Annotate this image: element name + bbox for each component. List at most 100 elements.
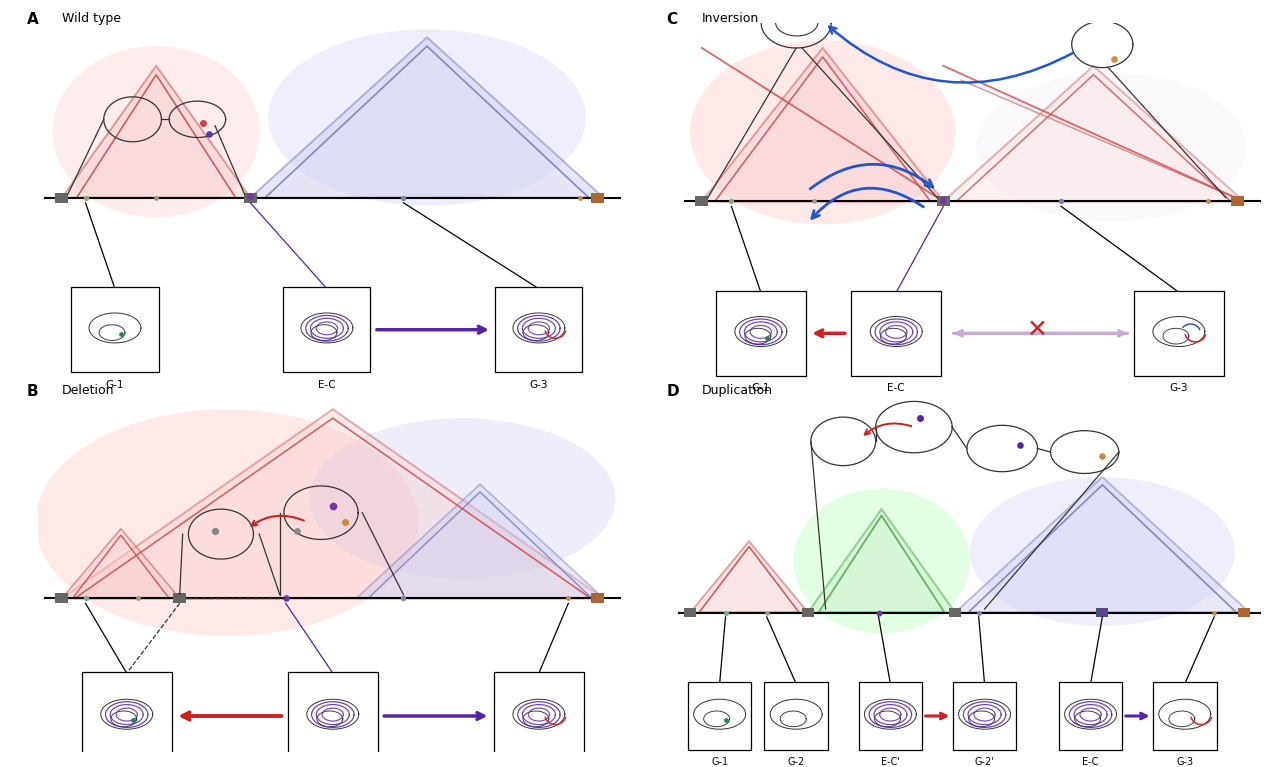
Ellipse shape (690, 41, 955, 224)
Point (792, 13, 813, 25)
Text: E-C: E-C (319, 380, 335, 390)
Polygon shape (251, 38, 604, 198)
Point (1092, 605, 1112, 617)
Point (287, 525, 307, 537)
Point (1010, 439, 1030, 451)
Bar (1231, 196, 1244, 206)
Point (193, 117, 214, 129)
Bar (950, 608, 961, 617)
Point (910, 412, 931, 424)
FancyBboxPatch shape (288, 672, 378, 760)
Polygon shape (808, 509, 955, 613)
FancyBboxPatch shape (716, 291, 806, 376)
Point (275, 592, 296, 604)
FancyBboxPatch shape (1134, 291, 1224, 376)
FancyBboxPatch shape (952, 683, 1016, 749)
Point (721, 195, 741, 207)
Point (1051, 195, 1071, 207)
FancyBboxPatch shape (859, 683, 922, 749)
Point (558, 592, 579, 604)
Bar (695, 196, 708, 206)
Polygon shape (690, 542, 808, 613)
Bar (173, 594, 186, 604)
FancyBboxPatch shape (72, 288, 159, 372)
Point (969, 607, 989, 619)
Bar (1097, 608, 1108, 617)
Text: Wild type: Wild type (61, 12, 120, 25)
Point (1204, 607, 1225, 619)
Text: E-C: E-C (887, 384, 905, 393)
Bar (1238, 608, 1249, 617)
Text: D: D (667, 384, 680, 400)
Polygon shape (955, 477, 1249, 613)
Text: G-1: G-1 (106, 380, 124, 390)
Point (393, 592, 413, 604)
Point (804, 195, 824, 207)
Text: A: A (27, 12, 38, 28)
Text: E-C: E-C (1083, 757, 1098, 767)
Ellipse shape (794, 489, 970, 634)
Polygon shape (701, 48, 943, 201)
Point (205, 525, 225, 537)
Text: Inversion: Inversion (701, 12, 759, 25)
Point (756, 331, 777, 344)
FancyBboxPatch shape (687, 683, 751, 749)
FancyBboxPatch shape (1153, 683, 1216, 749)
FancyBboxPatch shape (82, 672, 172, 760)
Text: G-1: G-1 (751, 384, 771, 393)
Ellipse shape (36, 410, 419, 636)
Polygon shape (943, 66, 1244, 201)
Polygon shape (61, 528, 179, 598)
FancyBboxPatch shape (283, 288, 370, 372)
Point (241, 190, 261, 202)
Point (393, 192, 413, 204)
Point (110, 328, 131, 340)
Point (123, 714, 143, 726)
Polygon shape (356, 484, 604, 598)
FancyBboxPatch shape (764, 683, 828, 749)
Bar (55, 193, 68, 202)
Ellipse shape (310, 418, 616, 578)
Bar (685, 608, 696, 617)
Point (1103, 53, 1124, 65)
Point (570, 192, 590, 204)
Point (323, 499, 343, 512)
Polygon shape (61, 66, 251, 198)
Text: E-C': E-C' (881, 757, 900, 767)
Ellipse shape (268, 29, 586, 206)
Point (1092, 449, 1112, 462)
Bar (244, 193, 257, 202)
Bar (55, 594, 68, 604)
Point (198, 127, 219, 140)
Point (716, 714, 736, 726)
Text: Deletion: Deletion (61, 384, 114, 397)
Text: Duplication: Duplication (701, 384, 773, 397)
Point (76, 592, 96, 604)
FancyBboxPatch shape (495, 288, 582, 372)
Bar (591, 193, 604, 202)
Point (716, 607, 736, 619)
FancyBboxPatch shape (494, 672, 584, 760)
Text: G-3: G-3 (530, 380, 548, 390)
Bar (591, 594, 604, 604)
FancyBboxPatch shape (851, 291, 941, 376)
Point (1198, 195, 1219, 207)
Text: ✕: ✕ (1027, 318, 1048, 342)
Text: G-2: G-2 (787, 757, 805, 767)
Text: G-3: G-3 (1176, 757, 1193, 767)
Bar (1238, 608, 1249, 617)
Point (933, 193, 954, 206)
Point (334, 515, 355, 528)
Ellipse shape (977, 73, 1247, 222)
Bar (803, 608, 814, 617)
Text: G-3: G-3 (1170, 384, 1188, 393)
Bar (591, 193, 604, 202)
Bar (591, 594, 604, 604)
Ellipse shape (52, 46, 260, 218)
Text: B: B (27, 384, 38, 400)
Point (868, 607, 888, 619)
Bar (1231, 196, 1244, 206)
Text: G-2': G-2' (974, 757, 995, 767)
Text: G-1: G-1 (712, 757, 728, 767)
Bar (937, 196, 950, 206)
